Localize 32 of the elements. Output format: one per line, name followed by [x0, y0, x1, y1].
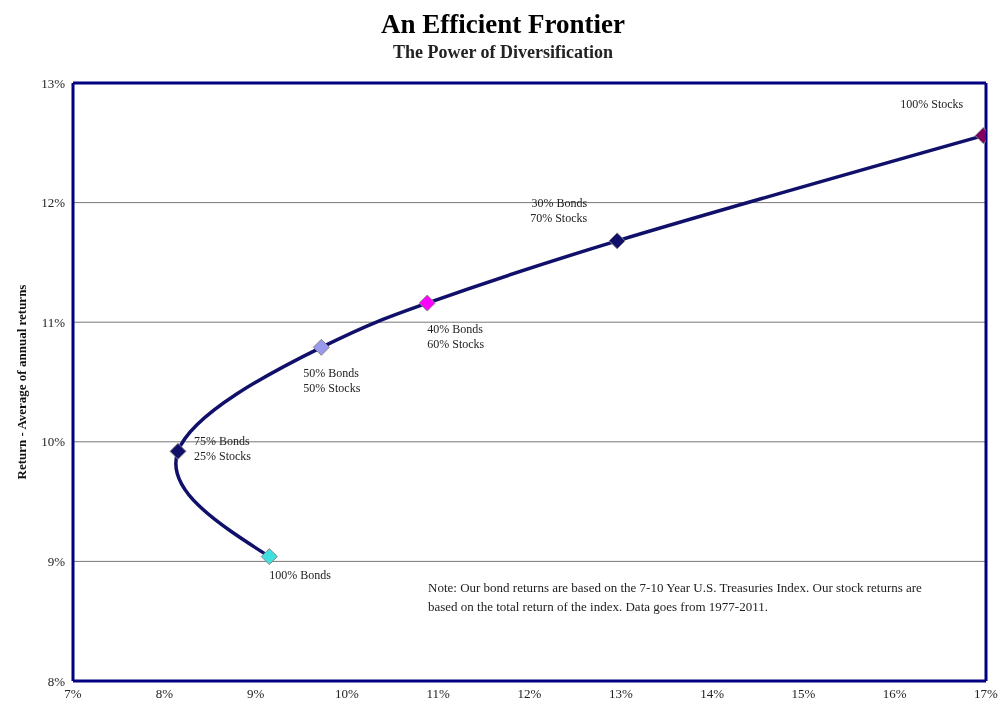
x-tick-label: 8%: [155, 686, 174, 702]
x-tick-label: 14%: [700, 686, 725, 702]
x-tick-label: 13%: [608, 686, 633, 702]
annotation: 100% Stocks: [900, 96, 964, 111]
y-tick-label: 13%: [41, 75, 66, 91]
x-tick-label: 10%: [334, 686, 359, 702]
point: [169, 442, 187, 460]
annotation: 40% Bonds 60% Stocks: [427, 322, 485, 352]
x-tick-label: 16%: [882, 686, 907, 702]
x-tick-label: 12%: [517, 686, 542, 702]
y-tick-label: 10%: [41, 434, 66, 450]
point: [312, 338, 330, 356]
chart-title: An Efficient Frontier: [380, 8, 626, 40]
y-tick-label: 9%: [47, 554, 66, 570]
x-tick-label: 15%: [791, 686, 816, 702]
y-tick-label: 11%: [41, 314, 66, 330]
annotation: Note: Our bond returns are based on the 7-10 Year U.S. Treasuries Index. Our stock returns are based on the total return of the index. Data goes from 1977-2011.: [428, 579, 923, 616]
chart-subtitle: The Power of Diversification: [391, 41, 615, 64]
y-tick-label: 8%: [47, 673, 66, 689]
point: [608, 232, 626, 250]
point: [260, 548, 278, 566]
x-tick-label: 11%: [426, 686, 451, 702]
y-axis-title: Return - Average of annual returns: [13, 284, 29, 480]
y-tick-label: 12%: [41, 195, 66, 211]
annotation: 50% Bonds 50% Stocks: [303, 366, 361, 396]
x-tick-label: 17%: [974, 686, 999, 702]
point: [418, 294, 436, 312]
x-tick-label: 9%: [246, 686, 265, 702]
annotation: 30% Bonds 70% Stocks: [530, 195, 588, 225]
x-tick-label: 7%: [64, 686, 82, 702]
annotation: 100% Bonds: [269, 567, 332, 582]
annotation: 75% Bonds 25% Stocks: [193, 434, 252, 464]
